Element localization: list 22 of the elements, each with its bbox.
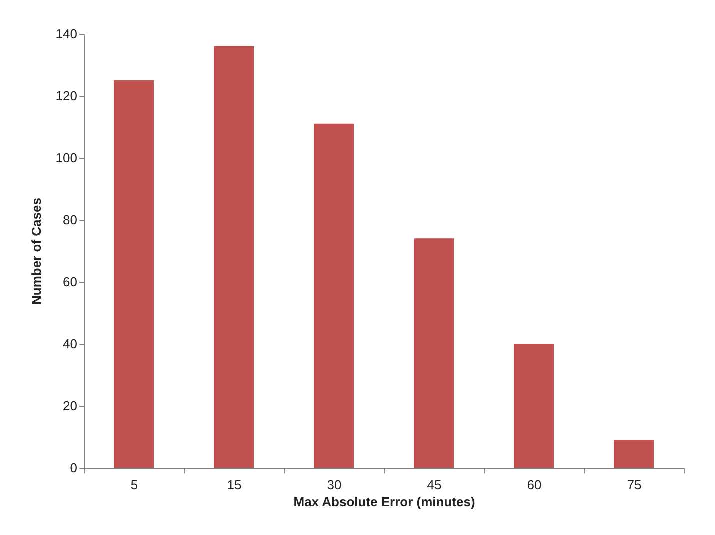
y-tick-label: 20	[63, 398, 78, 414]
x-tick-label: 75	[627, 478, 642, 492]
bar	[314, 124, 354, 468]
x-tick-label: 15	[227, 478, 242, 492]
y-tick-label: 60	[63, 274, 78, 290]
y-tick-label: 40	[63, 336, 78, 352]
bar	[114, 80, 154, 468]
y-tick-label: 100	[56, 150, 78, 166]
bar	[414, 238, 454, 468]
x-tick-label: 5	[130, 478, 138, 492]
bar	[514, 344, 554, 468]
y-tick-label: 80	[63, 212, 78, 228]
x-axis-title: Max Absolute Error (minutes)	[294, 494, 476, 510]
bar	[214, 46, 254, 468]
x-tick-label: 60	[527, 478, 542, 492]
x-tick-label: 45	[427, 478, 442, 492]
y-axis-title: Number of Cases	[28, 198, 44, 305]
bar	[614, 440, 654, 468]
y-tick-label: 140	[56, 26, 78, 42]
x-tick-label: 30	[327, 478, 342, 492]
y-tick-label: 0	[70, 460, 78, 476]
y-tick-label: 120	[56, 88, 78, 104]
